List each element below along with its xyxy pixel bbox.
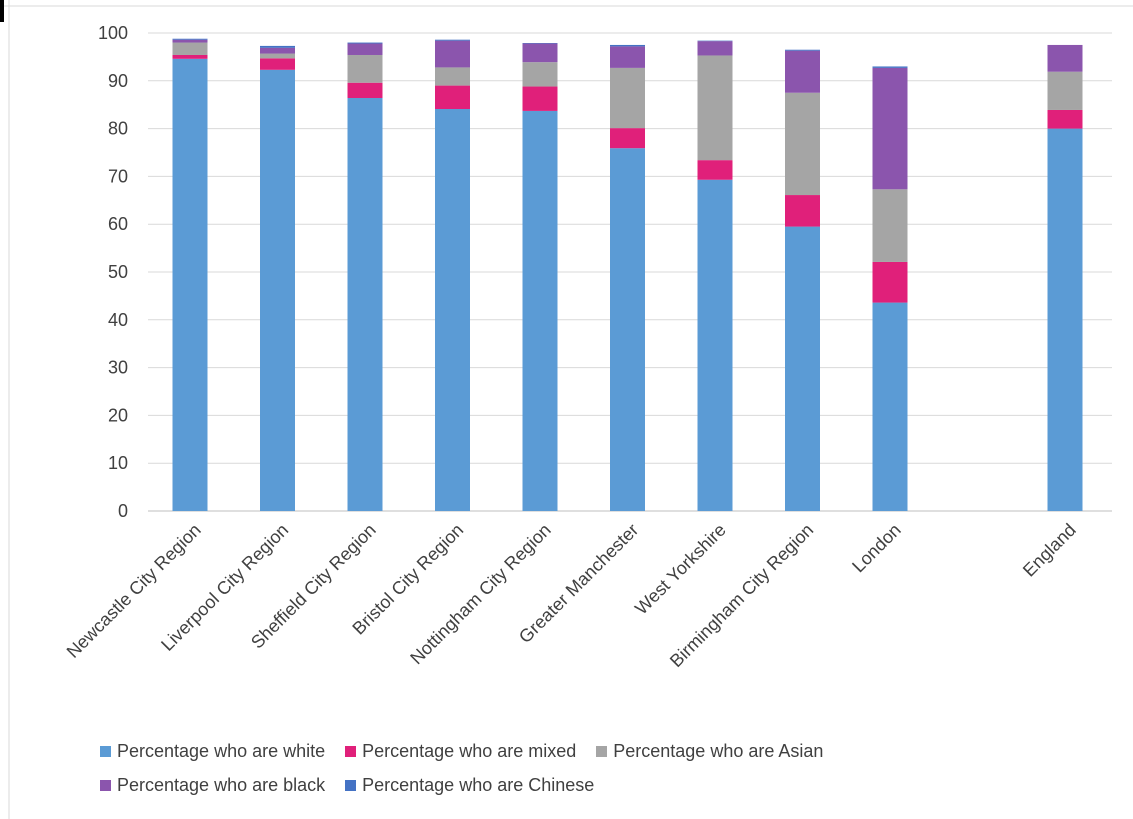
bar-england-percentage-who-are-white (1047, 128, 1083, 511)
bar-sheffield-city-region-percentage-who-are-black (347, 43, 383, 55)
legend-label-mixed: Percentage who are mixed (362, 740, 577, 761)
legend-row-2: Percentage who are black Percentage who … (100, 768, 1060, 802)
bar-london-percentage-who-are-mixed (872, 261, 908, 303)
bar-sheffield-city-region-percentage-who-are-white (347, 98, 383, 512)
bar-sheffield-city-region-percentage-who-are-chinese (347, 42, 383, 44)
legend: Percentage who are white Percentage who … (100, 734, 1060, 802)
bar-birmingham-city-region-percentage-who-are-asian (785, 92, 820, 196)
y-tick-label-0: 0 (118, 501, 128, 521)
bar-west-yorkshire-percentage-who-are-white (697, 179, 733, 511)
bar-liverpool-city-region-percentage-who-are-black (260, 47, 295, 54)
bar-birmingham-city-region-percentage-who-are-white (785, 226, 820, 511)
y-tick-label-40: 40 (108, 310, 128, 330)
frame-corner-marker (0, 0, 4, 22)
legend-item-white: Percentage who are white (100, 741, 325, 762)
legend-item-black: Percentage who are black (100, 775, 325, 796)
bar-birmingham-city-region-percentage-who-are-mixed (785, 195, 820, 227)
bar-greater-manchester-percentage-who-are-chinese (610, 44, 645, 47)
bar-liverpool-city-region-percentage-who-are-mixed (260, 58, 295, 70)
y-tick-label-10: 10 (108, 453, 128, 473)
legend-label-black: Percentage who are black (117, 774, 326, 795)
legend-swatch-chinese (345, 779, 357, 791)
legend-label-chinese: Percentage who are Chinese (362, 774, 595, 795)
legend-label-white: Percentage who are white (117, 740, 326, 761)
bar-nottingham-city-region-percentage-who-are-black (522, 43, 558, 63)
y-tick-label-60: 60 (108, 214, 128, 234)
bar-west-yorkshire-percentage-who-are-asian (697, 55, 733, 161)
x-tick-label-nottingham-city-region: Nottingham City Region (406, 520, 555, 669)
bar-nottingham-city-region-percentage-who-are-mixed (522, 86, 558, 111)
bar-england-percentage-who-are-mixed (1047, 109, 1083, 129)
bar-bristol-city-region-percentage-who-are-chinese (435, 39, 470, 41)
bar-newcastle-city-region-percentage-who-are-black (172, 39, 208, 43)
bar-sheffield-city-region-percentage-who-are-mixed (347, 82, 383, 99)
x-tick-label-england: England (1019, 520, 1080, 581)
bar-london-percentage-who-are-black (872, 67, 908, 190)
bar-newcastle-city-region-percentage-who-are-asian (172, 42, 208, 55)
legend-label-asian: Percentage who are Asian (613, 740, 824, 761)
bar-west-yorkshire-percentage-who-are-mixed (697, 160, 733, 180)
bar-bristol-city-region-percentage-who-are-asian (435, 67, 470, 86)
y-tick-label-90: 90 (108, 71, 128, 91)
legend-swatch-mixed (345, 745, 357, 757)
bar-liverpool-city-region-percentage-who-are-white (260, 69, 295, 511)
bar-newcastle-city-region-percentage-who-are-white (172, 58, 208, 511)
bar-nottingham-city-region-percentage-who-are-white (522, 110, 558, 511)
bar-west-yorkshire-percentage-who-are-black (697, 41, 733, 56)
bars (172, 38, 1083, 512)
x-tick-label-west-yorkshire: West Yorkshire (631, 520, 730, 619)
y-tick-label-70: 70 (108, 166, 128, 186)
y-tick-label-20: 20 (108, 405, 128, 425)
bar-bristol-city-region-percentage-who-are-mixed (435, 85, 470, 110)
legend-item-mixed: Percentage who are mixed (345, 741, 576, 762)
bar-newcastle-city-region-percentage-who-are-chinese (172, 38, 208, 40)
bar-london-percentage-who-are-white (872, 302, 908, 511)
bar-birmingham-city-region-percentage-who-are-chinese (785, 49, 820, 51)
bar-liverpool-city-region-percentage-who-are-asian (260, 53, 295, 59)
bar-nottingham-city-region-percentage-who-are-asian (522, 62, 558, 87)
legend-swatch-black (100, 779, 111, 791)
x-tick-label-birmingham-city-region: Birmingham City Region (666, 520, 817, 671)
bar-sheffield-city-region-percentage-who-are-asian (347, 54, 383, 83)
y-tick-label-50: 50 (108, 262, 128, 282)
bar-greater-manchester-percentage-who-are-asian (610, 67, 645, 129)
bar-birmingham-city-region-percentage-who-are-black (785, 50, 820, 93)
bar-newcastle-city-region-percentage-who-are-mixed (172, 54, 208, 59)
bar-london-percentage-who-are-chinese (872, 66, 908, 68)
legend-swatch-asian (596, 745, 608, 757)
bar-bristol-city-region-percentage-who-are-white (435, 109, 470, 511)
bar-greater-manchester-percentage-who-are-white (610, 148, 645, 511)
bar-greater-manchester-percentage-who-are-mixed (610, 128, 645, 149)
y-tick-label-80: 80 (108, 119, 128, 139)
y-tick-label-100: 100 (98, 23, 128, 43)
bar-bristol-city-region-percentage-who-are-black (435, 40, 470, 68)
legend-row-1: Percentage who are white Percentage who … (100, 734, 1060, 768)
bar-greater-manchester-percentage-who-are-black (610, 46, 645, 68)
y-tick-label-30: 30 (108, 358, 128, 378)
bar-liverpool-city-region-percentage-who-are-chinese (260, 45, 295, 48)
y-axis-ticks: 0 10 20 30 40 50 60 70 80 90 100 (98, 23, 128, 521)
bar-england-percentage-who-are-asian (1047, 71, 1083, 110)
legend-swatch-white (100, 745, 111, 757)
bar-london-percentage-who-are-asian (872, 189, 908, 262)
legend-item-asian: Percentage who are Asian (596, 741, 823, 762)
x-tick-label-london: London (848, 520, 905, 577)
bar-england-percentage-who-are-black (1047, 44, 1083, 72)
legend-item-chinese: Percentage who are Chinese (345, 775, 594, 796)
